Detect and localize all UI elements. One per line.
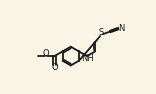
Text: NH: NH <box>81 54 93 63</box>
Text: O: O <box>51 63 58 72</box>
Text: S: S <box>99 28 104 37</box>
Text: N: N <box>118 24 124 33</box>
Text: O: O <box>43 49 49 58</box>
